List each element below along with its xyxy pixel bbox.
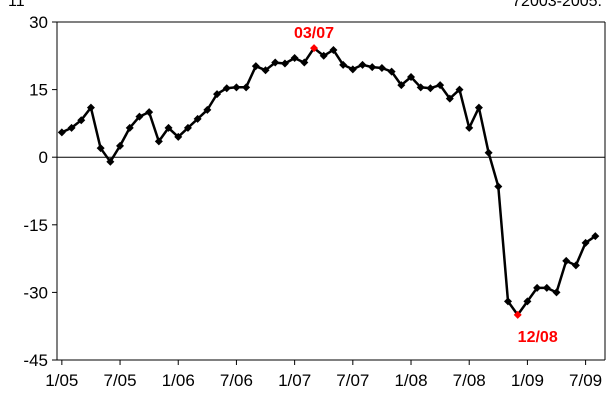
data-point xyxy=(310,44,319,53)
data-point xyxy=(348,65,357,74)
data-point xyxy=(242,83,251,92)
data-point xyxy=(145,108,154,117)
data-point xyxy=(261,66,270,75)
series-line xyxy=(61,46,597,317)
data-point xyxy=(368,63,377,72)
data-point xyxy=(484,148,493,157)
data-point xyxy=(271,58,280,67)
chart-series xyxy=(57,44,600,319)
x-tick-label: 7/08 xyxy=(453,371,486,390)
chart-annotations: 03/07 12/08 xyxy=(294,25,558,346)
x-tick-label: 1/06 xyxy=(162,371,195,390)
data-point xyxy=(174,132,183,141)
data-point xyxy=(329,45,338,54)
data-point xyxy=(125,123,134,132)
data-point xyxy=(290,54,299,63)
data-point xyxy=(523,297,532,306)
corner-text-right: 72003-2005: xyxy=(512,0,602,10)
data-point xyxy=(232,83,241,92)
data-point xyxy=(494,182,503,191)
data-point xyxy=(193,114,202,123)
y-tick-label: -15 xyxy=(23,216,48,235)
x-tick-label: 7/07 xyxy=(336,371,369,390)
data-point xyxy=(581,238,590,247)
data-point xyxy=(513,310,522,319)
chart-axes: 30 15 0 -15 -30 -451/05 7/05 1/06 7/06 1/07 7/07 1/… xyxy=(23,13,606,390)
corner-text-left: 11 xyxy=(8,0,25,10)
x-tick-label: 1/08 xyxy=(394,371,427,390)
x-tick-label: 1/09 xyxy=(511,371,544,390)
x-tick-label: 7/06 xyxy=(220,371,253,390)
data-point xyxy=(552,288,561,297)
data-point xyxy=(465,123,474,132)
data-point xyxy=(407,72,416,81)
data-point xyxy=(280,59,289,68)
data-point xyxy=(319,51,328,60)
data-point xyxy=(387,67,396,76)
data-point xyxy=(542,283,551,292)
data-point xyxy=(426,84,435,93)
data-point xyxy=(504,297,513,306)
data-point xyxy=(67,123,76,132)
data-point xyxy=(213,90,222,99)
y-tick-label: -45 xyxy=(23,351,48,370)
data-point xyxy=(300,58,309,67)
y-tick-label: 30 xyxy=(29,13,48,32)
data-point xyxy=(154,137,163,146)
data-point xyxy=(183,123,192,132)
data-point xyxy=(96,144,105,153)
data-point xyxy=(358,60,367,69)
data-point xyxy=(397,81,406,90)
data-point xyxy=(135,112,144,121)
data-point xyxy=(106,157,115,166)
data-point xyxy=(591,232,600,241)
y-tick-label: -30 xyxy=(23,283,48,302)
data-point xyxy=(377,63,386,72)
x-tick-label: 7/09 xyxy=(569,371,602,390)
data-point xyxy=(445,94,454,103)
data-point xyxy=(416,83,425,92)
data-point xyxy=(455,85,464,94)
data-point xyxy=(474,103,483,112)
x-tick-label: 1/07 xyxy=(278,371,311,390)
data-point xyxy=(203,105,212,114)
data-point xyxy=(571,261,580,270)
y-tick-label: 0 xyxy=(39,148,48,167)
data-point xyxy=(339,60,348,69)
data-point xyxy=(222,84,231,93)
data-point xyxy=(164,123,173,132)
data-point xyxy=(533,283,542,292)
x-tick-label: 7/05 xyxy=(103,371,136,390)
data-point xyxy=(116,141,125,150)
data-point xyxy=(57,128,66,137)
data-point xyxy=(436,81,445,90)
x-tick-label: 1/05 xyxy=(45,371,78,390)
y-tick-label: 15 xyxy=(29,81,48,100)
annotation-label: 12/08 xyxy=(518,329,558,346)
annotation-label: 03/07 xyxy=(294,25,334,42)
data-point xyxy=(251,62,260,71)
data-point xyxy=(86,103,95,112)
data-point xyxy=(562,256,571,265)
data-point xyxy=(77,116,86,125)
